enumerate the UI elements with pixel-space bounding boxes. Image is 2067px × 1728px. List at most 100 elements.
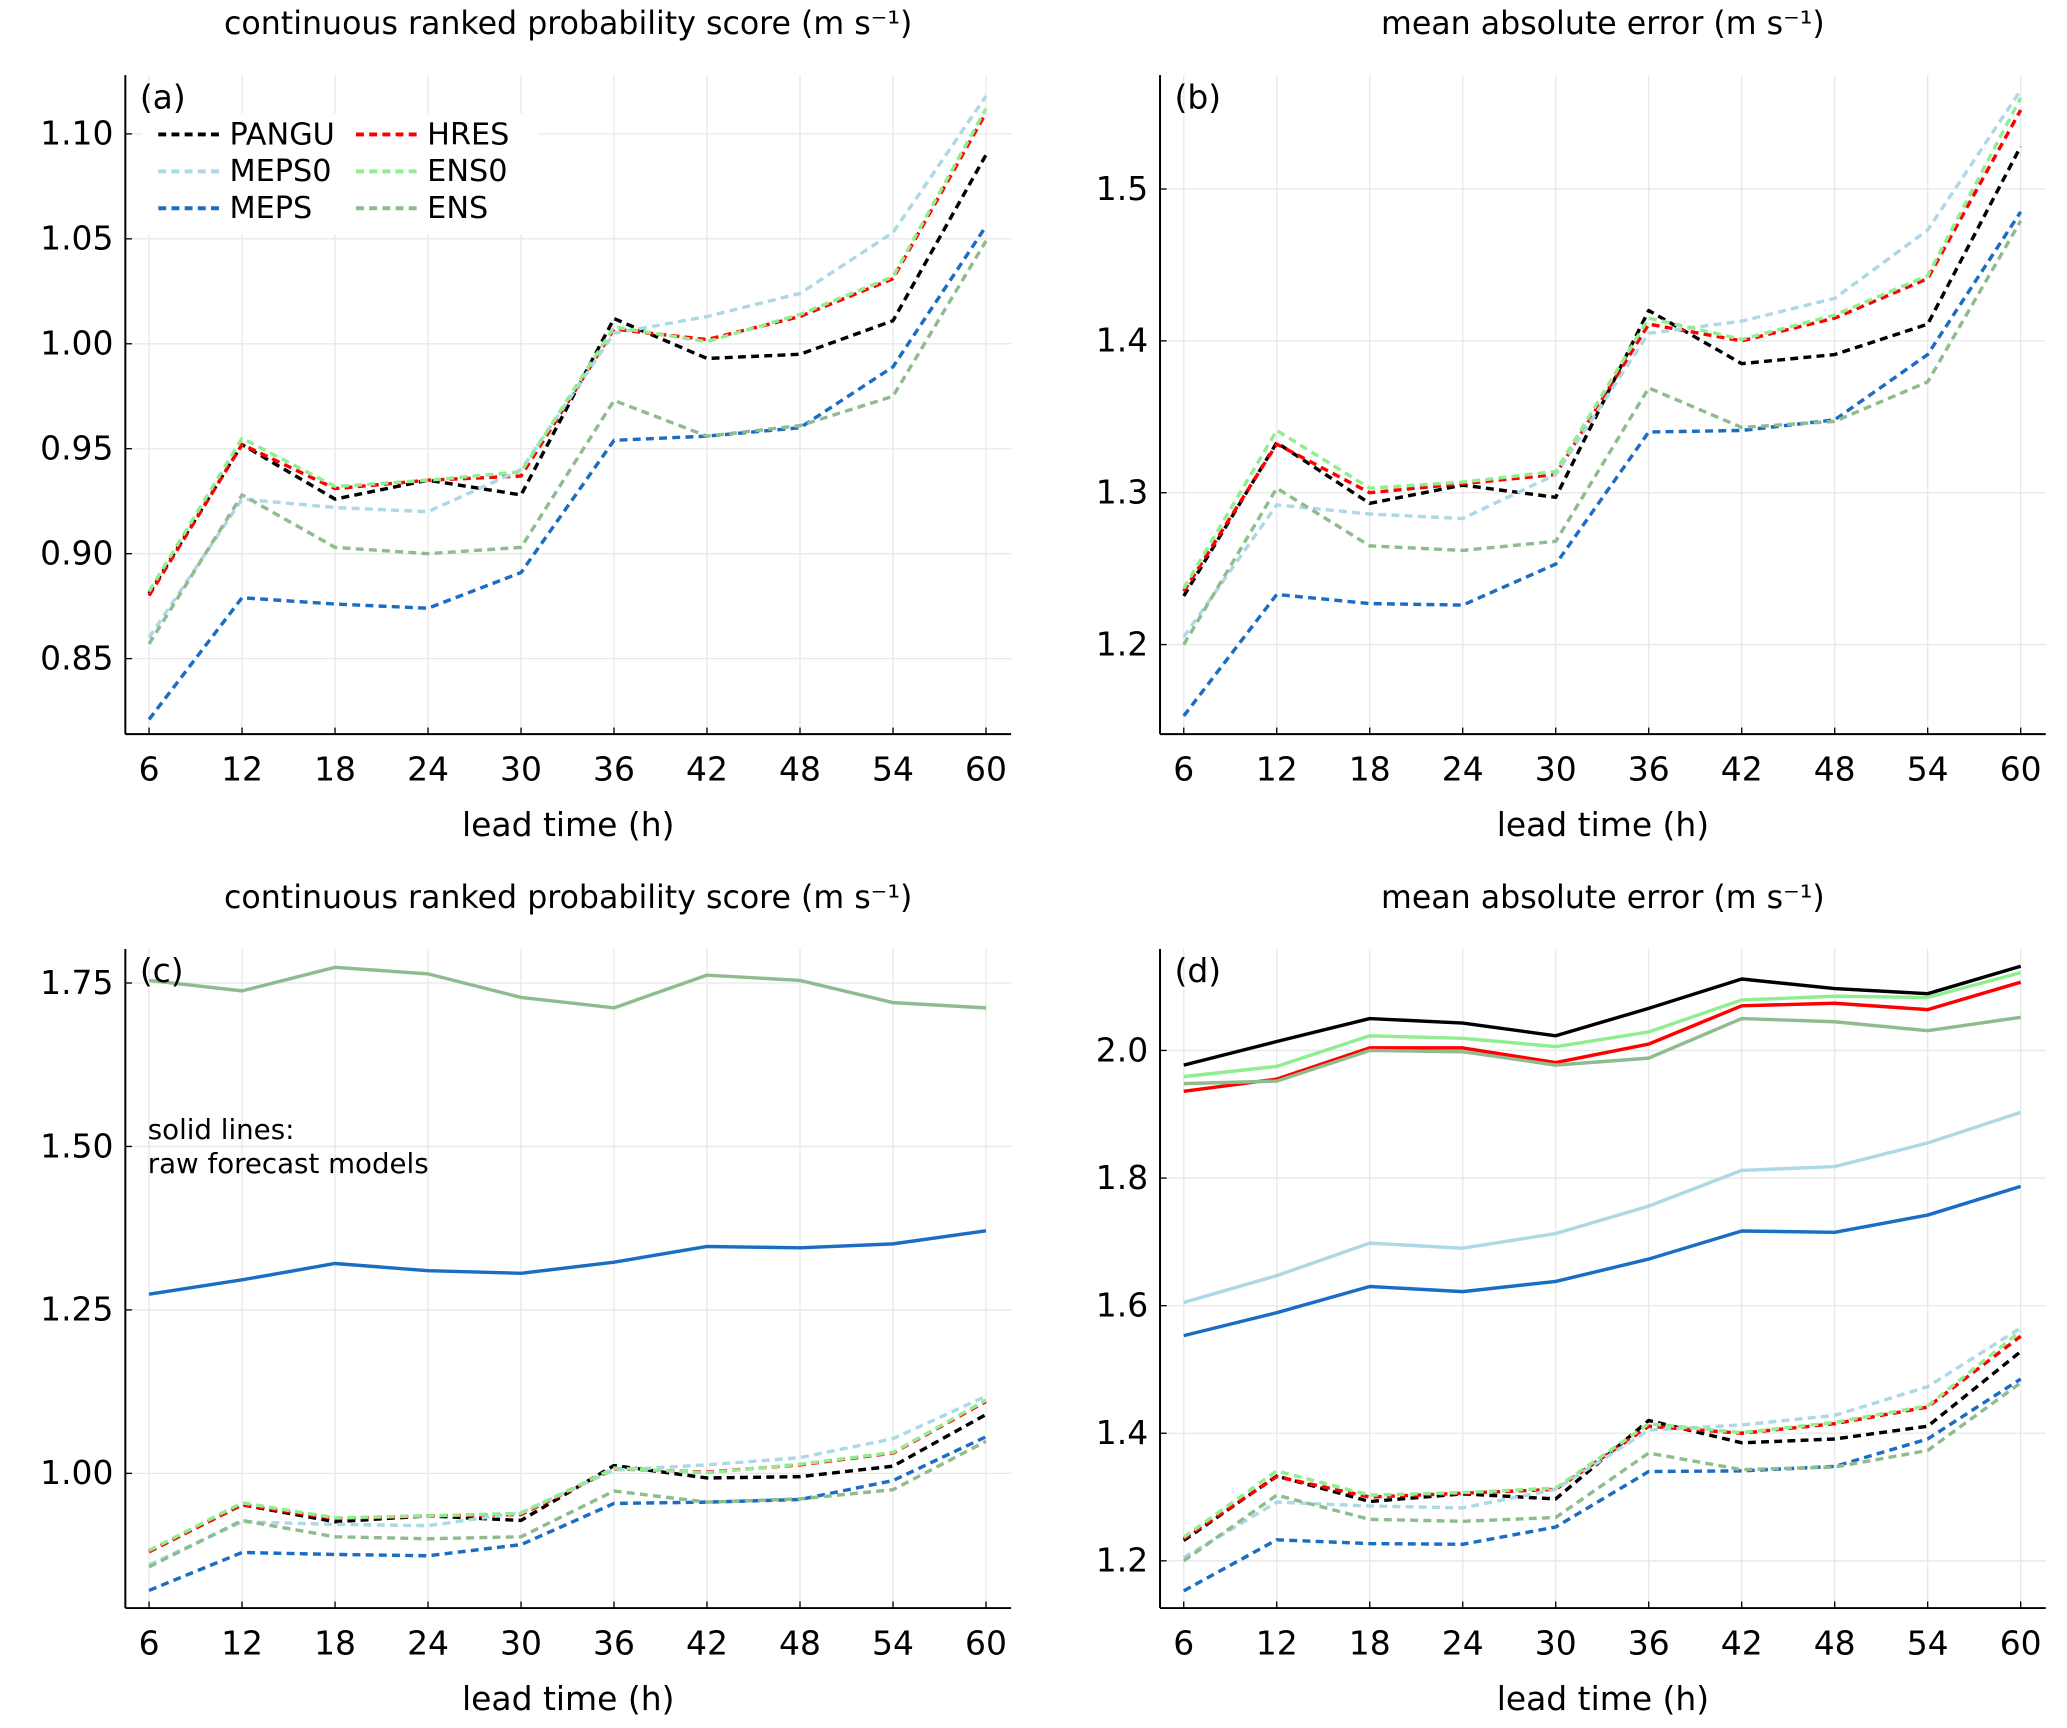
x-tick-label: 30 [1535, 750, 1577, 789]
series-line [1183, 1015, 2021, 1086]
chart-title: mean absolute error (m s⁻¹) [1381, 880, 1825, 916]
series-line [148, 1413, 987, 1553]
x-tick-label: 54 [872, 1623, 914, 1662]
x-tick-label: 6 [1173, 750, 1194, 789]
x-tick-label: 48 [1814, 750, 1856, 789]
x-tick-label: 60 [2000, 1623, 2042, 1662]
annotation: raw forecast models [148, 1147, 429, 1180]
x-tick-label: 18 [1349, 750, 1391, 789]
x-tick-label: 18 [1349, 1623, 1391, 1662]
series-line [1182, 1377, 2022, 1593]
series-line [147, 240, 988, 645]
series-line [1182, 1381, 2022, 1563]
x-tick-label: 36 [593, 1623, 635, 1662]
series-line [1183, 1184, 2022, 1338]
legend-label: HRES [427, 117, 509, 152]
series-line [1182, 109, 2023, 593]
x-tick-label: 24 [1442, 1623, 1484, 1662]
series-line [147, 154, 988, 595]
series-line [1183, 970, 2022, 1079]
panel-label: (a) [140, 77, 186, 116]
y-tick-label: 1.00 [40, 324, 113, 363]
legend-label: MEPS0 [229, 154, 331, 189]
y-tick-label: 1.25 [40, 1290, 113, 1329]
y-tick-label: 1.50 [40, 1126, 113, 1165]
x-tick-label: 30 [500, 1623, 542, 1662]
legend-label: PANGU [229, 117, 334, 152]
y-tick-label: 1.8 [1096, 1158, 1148, 1197]
chart-title: continuous ranked probability score (m s… [224, 6, 912, 42]
x-tick-label: 18 [314, 750, 356, 789]
x-axis-label: lead time (h) [1497, 1679, 1709, 1718]
y-tick-label: 0.85 [40, 638, 113, 677]
y-tick-label: 1.4 [1096, 321, 1148, 360]
series-line [1183, 964, 2022, 1067]
x-tick-label: 48 [779, 1623, 821, 1662]
annotation: solid lines: [148, 1113, 295, 1146]
y-tick-label: 0.90 [40, 533, 113, 572]
x-tick-label: 12 [1256, 1623, 1298, 1662]
series-line [1182, 1350, 2022, 1542]
y-tick-label: 1.00 [40, 1453, 113, 1492]
y-tick-label: 1.3 [1096, 473, 1148, 512]
series-line [1183, 980, 2022, 1093]
legend-label: ENS [427, 191, 488, 226]
series-line [148, 1398, 987, 1553]
x-tick-label: 54 [872, 750, 914, 789]
y-tick-label: 1.2 [1096, 1541, 1148, 1580]
x-axis-label: lead time (h) [462, 1679, 674, 1718]
x-axis-label: lead time (h) [462, 805, 674, 844]
x-tick-label: 18 [314, 1623, 356, 1662]
legend-label: ENS0 [427, 154, 507, 189]
x-tick-label: 48 [779, 750, 821, 789]
series-line [1182, 1334, 2022, 1540]
series-line [1182, 1329, 2022, 1539]
x-tick-label: 42 [686, 750, 728, 789]
series-line [148, 1435, 987, 1592]
x-tick-label: 60 [965, 750, 1007, 789]
series-line [1182, 97, 2023, 590]
x-tick-label: 36 [1628, 1623, 1670, 1662]
x-tick-label: 42 [1721, 750, 1763, 789]
series-line [1182, 210, 2023, 717]
x-tick-label: 12 [221, 750, 263, 789]
legend-box [142, 113, 538, 235]
series-line [1182, 220, 2023, 646]
x-tick-label: 54 [1907, 750, 1949, 789]
y-tick-label: 1.2 [1096, 624, 1148, 663]
chart-title: mean absolute error (m s⁻¹) [1381, 6, 1825, 42]
x-tick-label: 6 [1173, 1623, 1194, 1662]
series-line [1182, 1326, 2022, 1560]
y-tick-label: 2.0 [1096, 1030, 1148, 1069]
x-tick-label: 42 [1721, 1623, 1763, 1662]
y-tick-label: 1.5 [1096, 169, 1148, 208]
series-line [148, 1229, 987, 1296]
series-line [1182, 145, 2023, 597]
panel-label: (b) [1175, 77, 1222, 116]
x-tick-label: 48 [1814, 1623, 1856, 1662]
series-line [147, 225, 988, 721]
x-tick-label: 36 [593, 750, 635, 789]
x-tick-label: 30 [1535, 1623, 1577, 1662]
panel-label: (c) [140, 951, 184, 990]
x-tick-label: 6 [139, 750, 160, 789]
series-line [1183, 1110, 2022, 1305]
x-tick-label: 30 [500, 750, 542, 789]
legend-label: MEPS [229, 191, 312, 226]
series-line [147, 107, 988, 593]
series-line [148, 1394, 987, 1567]
y-tick-label: 1.4 [1096, 1413, 1148, 1452]
y-tick-label: 1.05 [40, 219, 113, 258]
x-tick-label: 36 [1628, 750, 1670, 789]
y-tick-label: 0.95 [40, 429, 113, 468]
y-tick-label: 1.6 [1096, 1285, 1148, 1324]
x-tick-label: 24 [407, 1623, 449, 1662]
x-tick-label: 60 [965, 1623, 1007, 1662]
y-tick-label: 1.10 [40, 114, 113, 153]
x-tick-label: 24 [407, 750, 449, 789]
panel-label: (d) [1175, 951, 1222, 990]
chart-title: continuous ranked probability score (m s… [224, 880, 912, 916]
x-tick-label: 54 [1907, 1623, 1949, 1662]
